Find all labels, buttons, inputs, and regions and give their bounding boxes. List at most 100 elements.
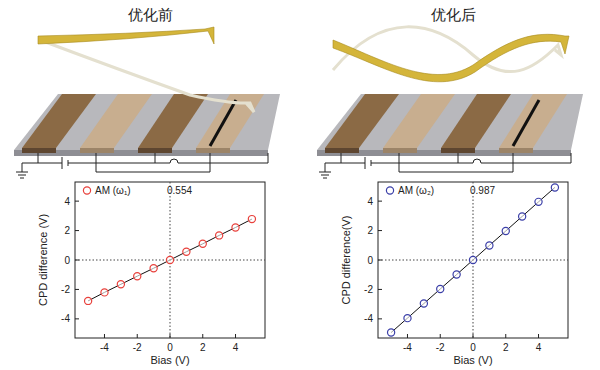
plot: -4-2024-4-2024Bias (V)CPD difference (V) <box>37 182 265 366</box>
data-point <box>150 265 157 272</box>
y-tick-label: 4 <box>64 196 70 207</box>
x-tick <box>170 334 171 338</box>
circuit-wire <box>341 153 571 172</box>
plot: -4 -2 0 2 4 -4 -2 0 2 4 Bias (V) CPD difference(V) <box>340 182 568 366</box>
electrode-edge <box>383 148 417 153</box>
y-tick-label: 0 <box>367 255 373 266</box>
battery <box>365 157 371 169</box>
figure: 优化前-4-2024-4-2024Bias (V)CPD difference … <box>0 0 600 370</box>
x-tick <box>473 334 474 338</box>
legend-marker <box>83 187 90 194</box>
electrode-edge <box>196 148 230 153</box>
y-tick <box>378 260 382 261</box>
y-tick <box>378 201 382 202</box>
cantilever <box>333 34 569 81</box>
x-tick <box>202 334 203 338</box>
y-tick-label: -2 <box>61 284 70 295</box>
x-tick-label: 0 <box>167 342 173 353</box>
x-tick-label: -2 <box>436 342 445 353</box>
electrode <box>138 94 208 148</box>
y-tick <box>75 289 79 290</box>
y-tick-label: 2 <box>367 225 373 236</box>
x-tick <box>440 334 441 338</box>
electrode <box>499 94 567 148</box>
electrode <box>80 94 152 148</box>
x-tick-label: 2 <box>200 342 206 353</box>
schematic <box>14 27 280 178</box>
fit-line <box>391 187 555 332</box>
data-point <box>535 198 542 205</box>
data-point <box>404 315 411 322</box>
cantilever-ghost <box>333 27 561 72</box>
data-point <box>502 227 509 234</box>
x-tick-label: 4 <box>536 342 542 353</box>
x-tick-label: -4 <box>100 342 109 353</box>
x-axis-label: Bias (V) <box>150 354 189 366</box>
data-point <box>134 273 141 280</box>
x-tick <box>538 334 539 338</box>
y-tick-label: 2 <box>64 225 70 236</box>
electrode-edge <box>499 148 533 153</box>
data-point <box>248 215 255 222</box>
y-tick-label: 0 <box>64 255 70 266</box>
x-axis-label: Bias (V) <box>453 354 492 366</box>
y-tick-label: 4 <box>367 196 373 207</box>
y-tick-label: -2 <box>364 284 373 295</box>
y-tick <box>378 289 382 290</box>
data-point <box>469 256 476 263</box>
data-point <box>486 242 493 249</box>
y-tick-label: -4 <box>364 313 373 324</box>
data-group <box>85 215 256 304</box>
electrode-edge <box>80 148 114 153</box>
data-point <box>183 248 190 255</box>
data-point <box>199 240 206 247</box>
x-tick <box>104 334 105 338</box>
plot-frame <box>75 182 265 338</box>
data-point <box>388 329 395 336</box>
circuit-wire <box>38 153 268 172</box>
electrode-edge <box>441 148 475 153</box>
ground <box>319 163 341 178</box>
data-point <box>232 224 239 231</box>
schematic <box>317 27 583 178</box>
legend-label: AM (ω₂) <box>398 185 434 196</box>
data-point <box>216 232 223 239</box>
data-point <box>437 285 444 292</box>
panel-title: 优化后 <box>431 6 476 23</box>
data-point <box>85 297 92 304</box>
x-tick-label: -4 <box>403 342 412 353</box>
data-point <box>101 289 108 296</box>
data-point <box>551 184 558 191</box>
y-tick <box>75 260 79 261</box>
y-tick <box>75 230 79 231</box>
battery <box>62 157 68 169</box>
electrode-edge <box>22 148 56 153</box>
y-tick <box>75 201 79 202</box>
y-axis-label: CPD difference(V) <box>340 215 352 304</box>
electrode <box>325 94 399 148</box>
x-tick <box>137 334 138 338</box>
electrode-edge <box>138 148 172 153</box>
y-tick-label: -4 <box>61 313 70 324</box>
legend-label: AM (ω₁) <box>95 185 131 196</box>
fit-line <box>88 219 252 301</box>
x-tick-label: 0 <box>470 342 476 353</box>
data-point <box>420 300 427 307</box>
cantilever <box>38 27 214 44</box>
electrode <box>22 94 96 148</box>
electrode <box>383 94 455 148</box>
substrate <box>317 94 583 150</box>
legend-marker <box>386 187 393 194</box>
data-point <box>117 281 124 288</box>
gap-line <box>513 100 539 146</box>
panel-title: 优化前 <box>128 6 173 23</box>
y-tick <box>75 318 79 319</box>
electrode <box>441 94 511 148</box>
data-point <box>519 213 526 220</box>
x-tick-label: 4 <box>233 342 239 353</box>
cantilever-ghost <box>40 40 254 112</box>
plot-frame <box>378 182 568 338</box>
data-group <box>388 184 559 336</box>
x-tick-label: 2 <box>503 342 509 353</box>
electrode-edge <box>325 148 359 153</box>
